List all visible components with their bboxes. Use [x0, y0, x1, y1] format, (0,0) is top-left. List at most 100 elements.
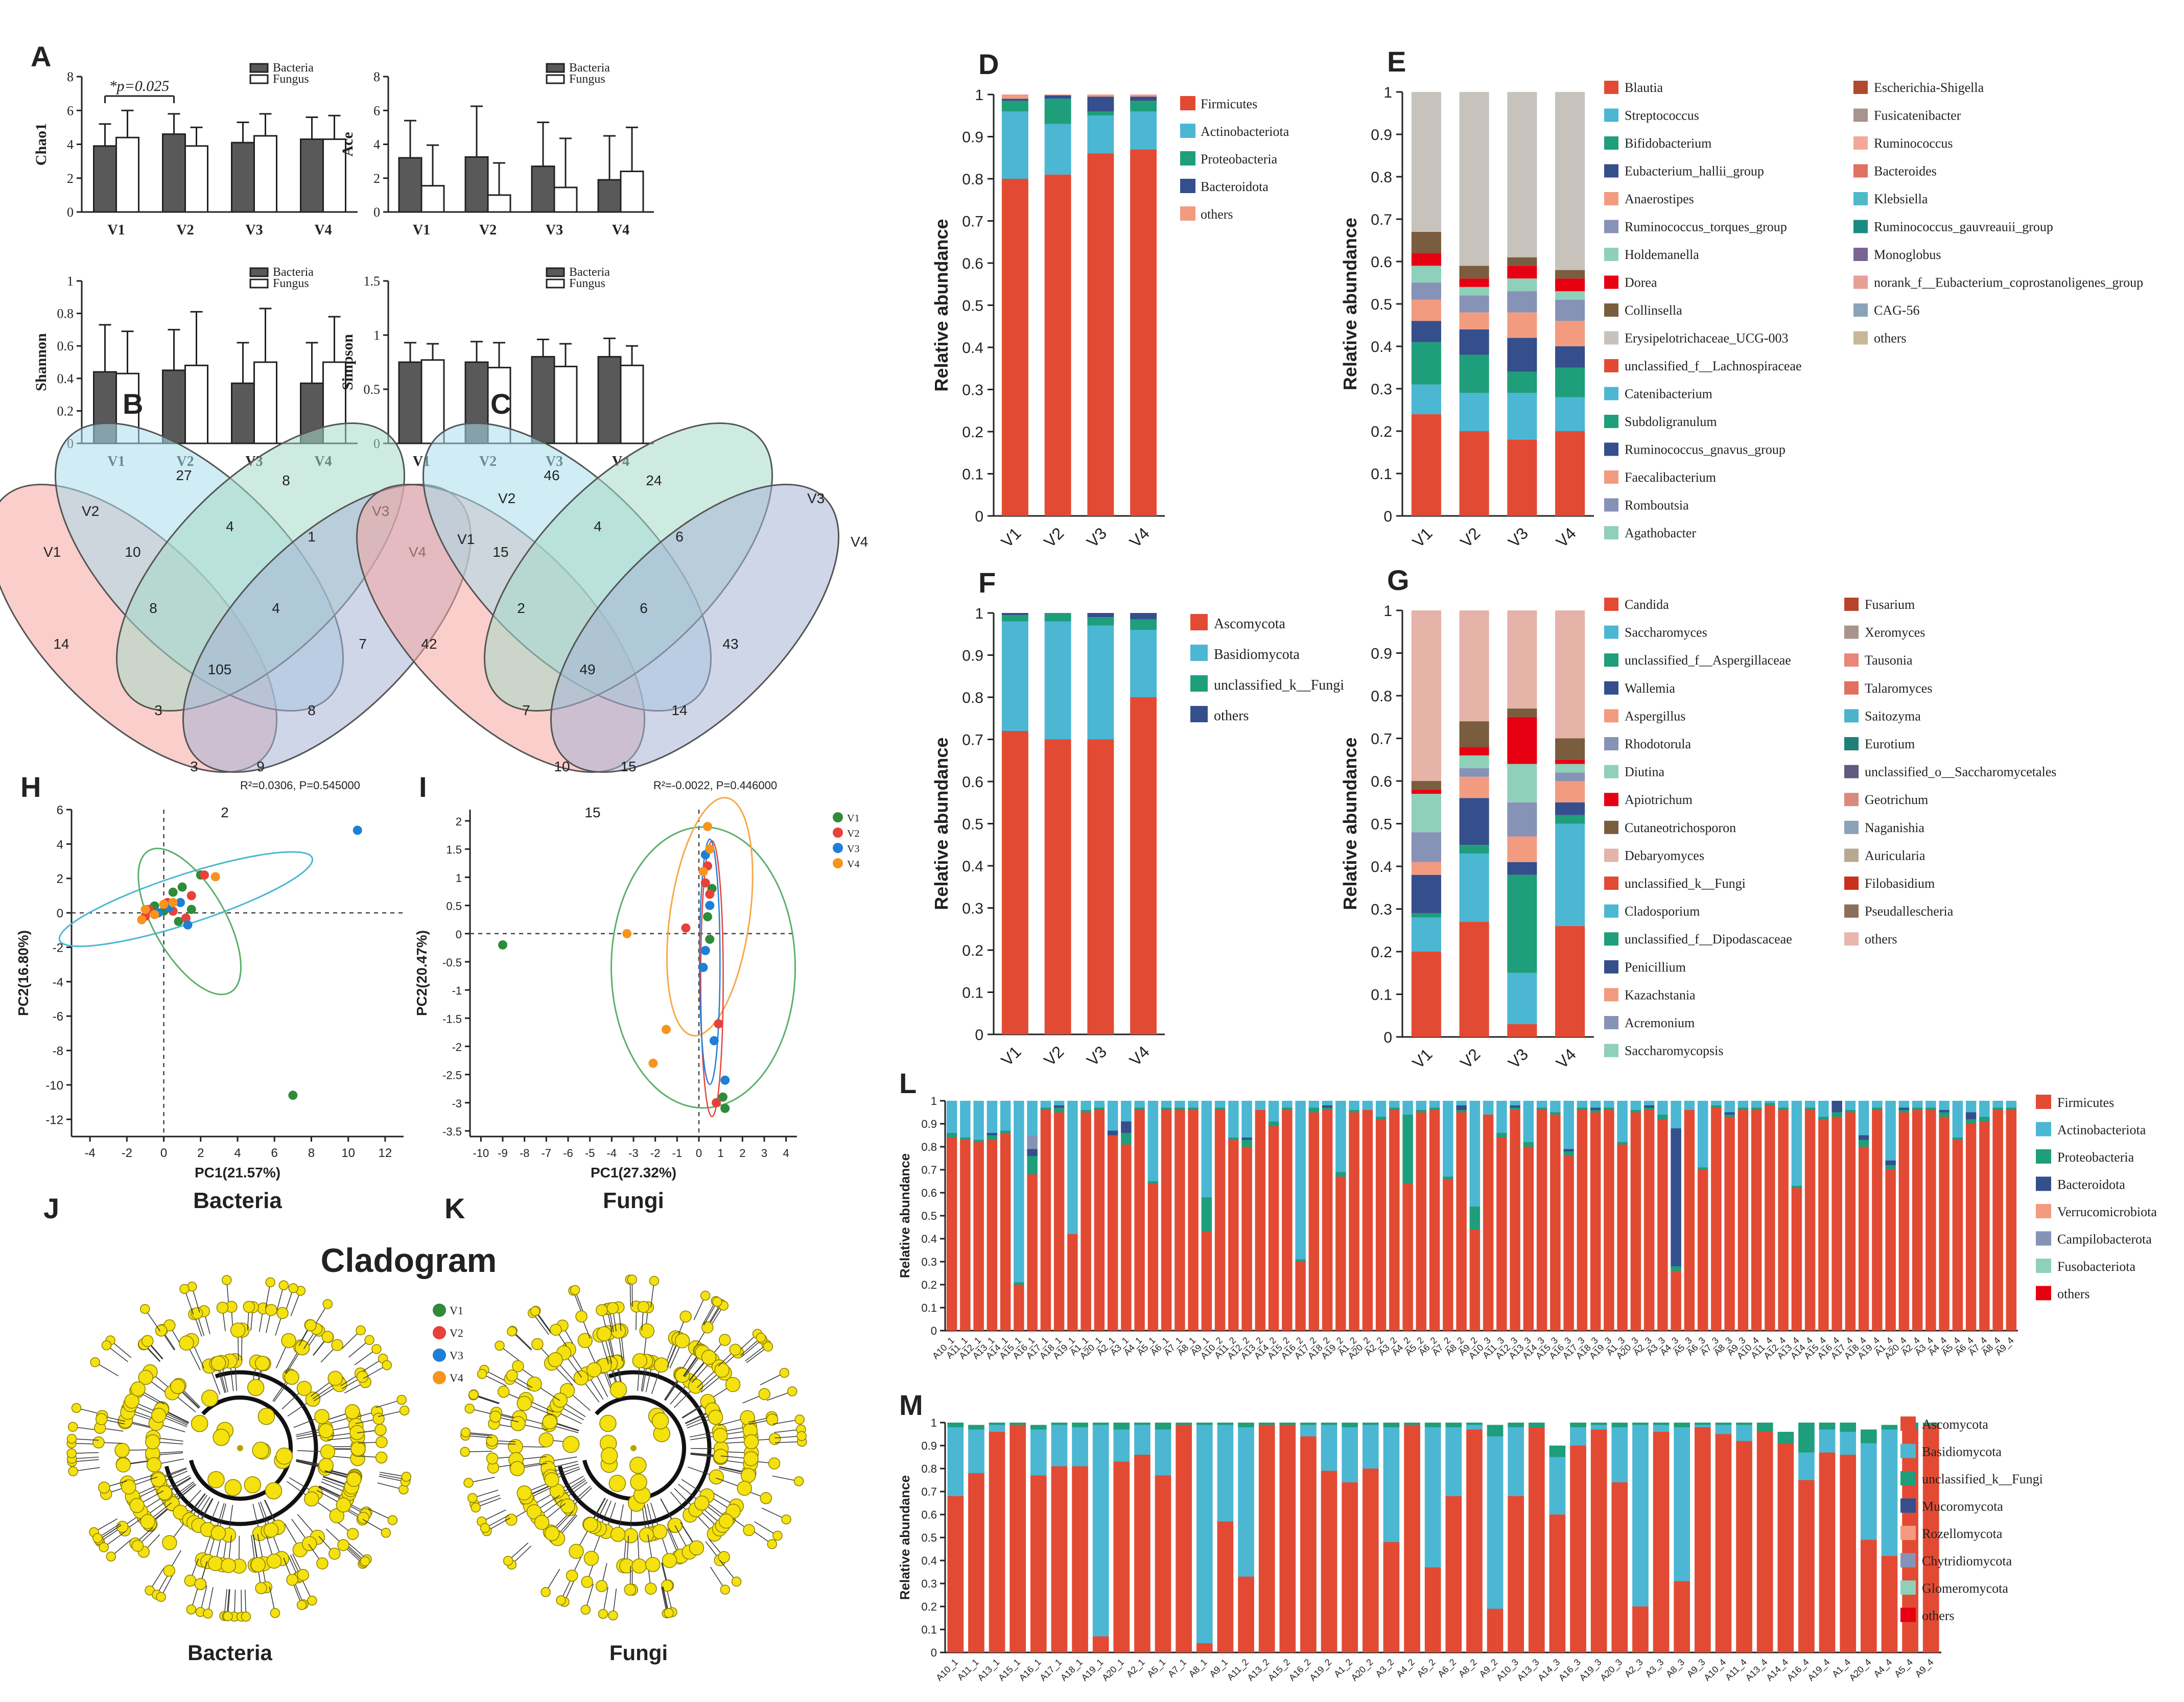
y-tick-label: 0.7: [1371, 211, 1392, 228]
segment-saccharomyces: [1507, 973, 1537, 1024]
x-tick-label: V2: [1040, 524, 1067, 551]
y-tick-label: -1.5: [442, 1012, 462, 1025]
venn-set-label: V3: [807, 490, 825, 506]
stat-label: R²=0.0306, P=0.545000: [240, 779, 360, 792]
clado-node: [254, 1356, 270, 1371]
clado-node: [329, 1508, 345, 1524]
legend-swatch: [1844, 681, 1859, 695]
segment-proteobacteria: [1053, 1107, 1065, 1113]
legend-swatch: [1604, 387, 1618, 400]
segment-basidiomycota: [1570, 1427, 1586, 1446]
y-tick-label: 1.5: [446, 843, 462, 856]
legend-swatch: [1844, 877, 1859, 890]
x-tick-label: V4: [1126, 524, 1153, 551]
x-tick-label: -7: [542, 1147, 552, 1160]
bar-bacteria: [597, 356, 622, 444]
legend-label: Tausonia: [1865, 653, 1913, 668]
segment-unclassified-fungi: [1549, 1446, 1566, 1457]
legend-swatch: [1604, 220, 1618, 233]
clado-node: [766, 1413, 779, 1426]
legend-label: V4: [847, 859, 859, 870]
segment-ascomycota: [1196, 1643, 1213, 1652]
segment-proteobacteria: [1081, 1110, 1091, 1113]
clado-node: [276, 1307, 289, 1319]
clado-branch: [557, 1370, 712, 1526]
clado-node: [653, 1357, 669, 1373]
y-tick-label: 0.2: [1371, 944, 1392, 961]
x-tick-label: A14_3: [1536, 1657, 1562, 1684]
legend-label: others: [1201, 207, 1233, 222]
legend-swatch: [1604, 709, 1618, 723]
venn-count: 8: [282, 472, 290, 488]
x-tick-label: V1: [1409, 524, 1436, 551]
clado-node: [649, 1275, 660, 1286]
segment-ascomycota: [1092, 1636, 1109, 1652]
legend-label: V3: [450, 1349, 463, 1362]
clado-node: [284, 1369, 299, 1385]
segment-firmicutes: [1791, 1188, 1802, 1331]
segment-actinobacteriota: [1255, 1101, 1266, 1110]
segment-ruminococcus_torques_group: [1507, 291, 1537, 313]
x-tick-label: A20_3: [1598, 1657, 1625, 1684]
clado-node: [758, 1388, 770, 1400]
segment-candida: [1411, 952, 1441, 1037]
y-tick-label: -4: [53, 976, 63, 989]
point-v3: [709, 1036, 719, 1046]
legend-swatch: [1604, 932, 1618, 946]
clado-node: [223, 1611, 233, 1621]
segment-streptococcus: [1459, 393, 1489, 431]
segment-proteobacteria: [1443, 1176, 1453, 1179]
segment-diutina: [1555, 764, 1585, 773]
segment-actinobacteriota: [1375, 1101, 1387, 1117]
x-tick-label: A13_3: [1515, 1657, 1542, 1684]
x-tick-label: A4_2: [1394, 1657, 1417, 1680]
segment-basidiomycota: [1549, 1457, 1566, 1515]
clado-node: [550, 1323, 562, 1336]
segment-actinobacteriota: [1751, 1101, 1762, 1108]
legend-label: Auricularia: [1865, 848, 1925, 863]
legend-swatch: [1853, 248, 1868, 261]
segment-dorea: [1507, 266, 1537, 279]
segment-basidiomycota: [1300, 1425, 1317, 1436]
clado-node: [346, 1528, 359, 1540]
segment-bacteroidota: [1939, 1110, 1950, 1113]
segment-proteobacteria: [1643, 1107, 1655, 1110]
venn-count: 15: [492, 544, 508, 560]
legend-label: Ascomycota: [1214, 616, 1286, 632]
y-tick-label: 2: [67, 171, 74, 186]
venn-count: 42: [421, 636, 437, 652]
segment-proteobacteria: [973, 1140, 984, 1142]
clado-node: [477, 1369, 487, 1379]
segment-actinobacteriota: [1322, 1101, 1333, 1105]
segment-eubacterium_hallii_group: [1411, 321, 1441, 342]
x-tick-label: V4: [612, 222, 629, 238]
legend-swatch: [1180, 179, 1195, 193]
clado-node: [71, 1403, 82, 1413]
legend-label: Saccharomyces: [1625, 625, 1707, 640]
clado-node: [460, 1447, 470, 1457]
segment-basidiomycota: [1030, 1429, 1047, 1476]
segment-ascomycota: [1528, 1427, 1545, 1652]
legend-label: Bifidobacterium: [1625, 136, 1711, 151]
point-v2: [681, 923, 691, 933]
segment-actinobacteriota: [1550, 1101, 1561, 1113]
venn-count: 14: [671, 702, 687, 718]
segment-actinobacteriota: [1965, 1101, 1977, 1113]
segment-basidiomycota: [1881, 1429, 1898, 1556]
segment-basidiomycota: [1653, 1425, 1670, 1432]
legend-dot: [833, 858, 843, 868]
segment-actinobacteriota: [1014, 1101, 1024, 1283]
y-tick-label: 0.2: [1371, 423, 1392, 440]
x-tick-label: -2: [650, 1147, 661, 1160]
clado-node: [163, 1565, 175, 1577]
clado-node: [583, 1517, 598, 1532]
clado-node: [230, 1322, 246, 1338]
y-tick-label: 0: [931, 1646, 937, 1659]
x-tick-label: A3_3: [1643, 1657, 1666, 1680]
y-tick-label: 0.5: [446, 900, 462, 913]
x-tick-label: -6: [563, 1147, 573, 1160]
clado-node: [131, 1540, 144, 1552]
segment-ascomycota: [1445, 1496, 1462, 1652]
clado-node: [688, 1379, 703, 1394]
y-tick-label: 0.8: [1371, 688, 1392, 705]
